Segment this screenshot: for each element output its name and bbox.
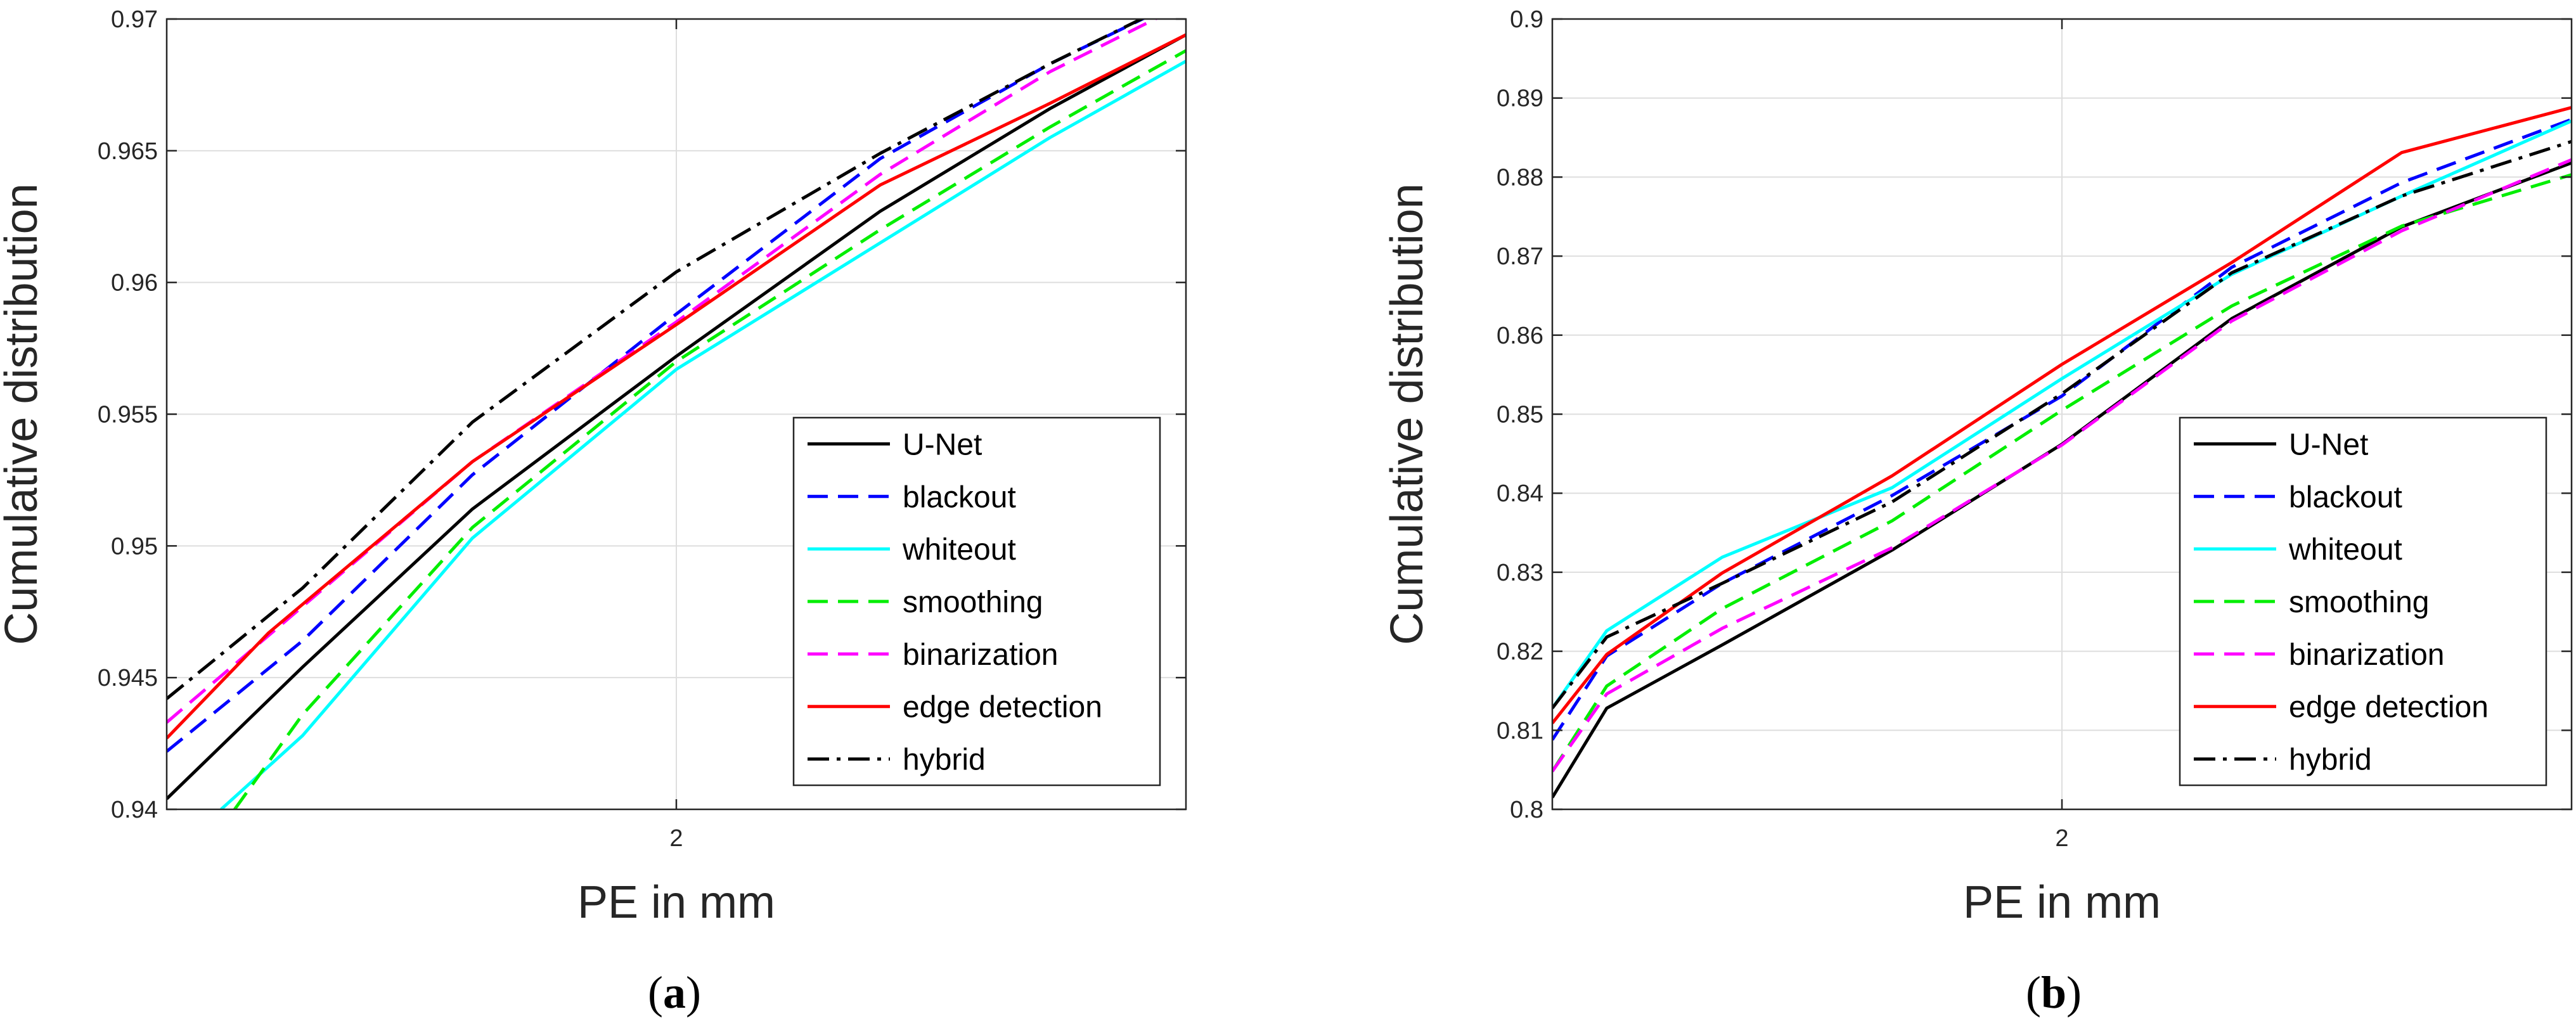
y-tick-label: 0.965 — [98, 138, 158, 165]
y-axis-label: Cumulative distribution — [1382, 183, 1433, 645]
y-tick-label: 0.96 — [111, 270, 158, 297]
panel-a: 0.94 0.945 0.95 0.955 0.96 0.965 0.97 2 PE in mm… — [0, 6, 1187, 928]
series-line-smoothing — [1552, 173, 2572, 773]
series-line-whiteout — [220, 60, 1186, 809]
legend-label-hybrid: hybrid — [2289, 743, 2372, 777]
legend-label-blackout: blackout — [2289, 480, 2402, 514]
legend-label-whiteout: whiteout — [2288, 533, 2402, 567]
x-tick-label: 2 — [669, 825, 683, 852]
y-tick-label: 0.89 — [1497, 86, 1543, 112]
series-line-edge-detection — [167, 33, 1186, 740]
series-line-hybrid — [167, 19, 1145, 700]
legend-label-blackout: blackout — [903, 480, 1016, 514]
y-axis-label: Cumulative distribution — [0, 183, 47, 645]
legend-label-edge-detection: edge detection — [903, 691, 1102, 724]
series-line-blackout — [1552, 118, 2572, 741]
series-line-whiteout — [1552, 119, 2572, 709]
legend-label-u-net: U-Net — [903, 428, 982, 461]
legend-label-smoothing: smoothing — [903, 586, 1043, 619]
y-tick-label: 0.88 — [1497, 164, 1543, 191]
y-tick-label: 0.8 — [1510, 797, 1543, 823]
caption-b: (b) — [2026, 967, 2082, 1018]
series-group — [1552, 106, 2572, 799]
y-tick-label: 0.9 — [1510, 6, 1543, 33]
y-tick-label: 0.87 — [1497, 243, 1543, 270]
y-tick-label: 0.83 — [1497, 560, 1543, 586]
series-line-edge-detection — [1552, 106, 2572, 724]
y-tick-label: 0.84 — [1497, 480, 1543, 507]
legend-label-binarization: binarization — [903, 638, 1058, 672]
series-line-u-net — [167, 33, 1186, 800]
y-tick-label: 0.86 — [1497, 323, 1543, 349]
legend-label-u-net: U-Net — [2289, 428, 2368, 461]
y-tick-label: 0.82 — [1497, 639, 1543, 665]
legend-label-whiteout: whiteout — [902, 533, 1016, 567]
panel-b: 0.8 0.81 0.82 0.83 0.84 0.85 0.86 0.87 0.88 0.89 0… — [1382, 6, 2573, 928]
series-line-binarization — [167, 19, 1159, 724]
y-tick-label: 0.85 — [1497, 402, 1543, 428]
y-tick-label: 0.955 — [98, 402, 158, 428]
series-line-u-net — [1552, 161, 2572, 799]
x-axis-label: PE in mm — [1963, 877, 2161, 928]
legend-label-binarization: binarization — [2289, 638, 2444, 672]
y-tick-label: 0.97 — [111, 6, 158, 33]
legend-label-edge-detection: edge detection — [2289, 691, 2489, 724]
legend-label-smoothing: smoothing — [2289, 586, 2429, 619]
x-tick-label: 2 — [2055, 825, 2068, 852]
y-tick-label: 0.95 — [111, 533, 158, 560]
y-tick-label: 0.81 — [1497, 717, 1543, 744]
y-tick-label: 0.945 — [98, 665, 158, 691]
legend-label-hybrid: hybrid — [903, 743, 986, 777]
series-line-hybrid — [1552, 139, 2572, 709]
x-axis-label: PE in mm — [577, 877, 775, 928]
series-line-blackout — [167, 19, 1147, 753]
series-line-smoothing — [233, 49, 1186, 809]
y-tick-label: 0.94 — [111, 797, 158, 823]
caption-a: (a) — [648, 967, 701, 1018]
series-group — [167, 19, 1186, 809]
series-line-binarization — [1552, 158, 2572, 773]
